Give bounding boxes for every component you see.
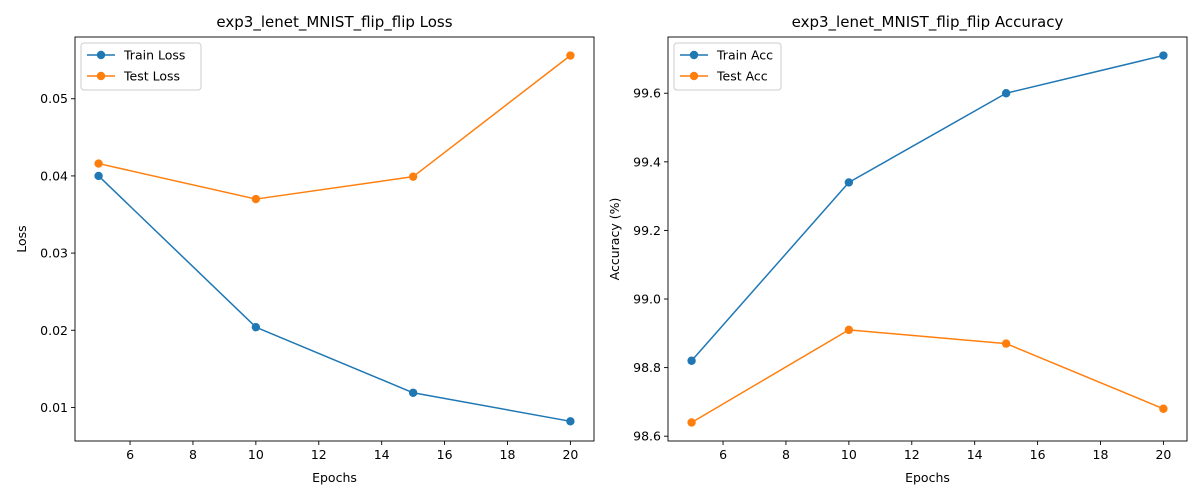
data-point	[94, 171, 103, 181]
series-2	[94, 51, 575, 204]
series-line	[98, 54, 571, 200]
data-point	[1001, 339, 1011, 348]
x-tick-label: 18	[1093, 447, 1109, 462]
legend-marker	[689, 71, 699, 81]
x-tick-label: 16	[437, 447, 453, 462]
x-tick-label: 16	[1030, 447, 1046, 462]
x-tick-label: 10	[841, 447, 857, 462]
chart-2: exp3_lenet_MNIST_flip_flip Accuracy 6 8 10 1…	[607, 13, 1188, 485]
y-tick-label: 98.6	[633, 429, 661, 444]
legend-marker	[689, 50, 699, 60]
x-tick-label: 8	[782, 447, 790, 462]
y-tick-label: 99.4	[633, 154, 661, 169]
x-tick-label: 12	[904, 447, 920, 462]
legend-label: Test Loss	[123, 69, 180, 84]
x-tick-label: 6	[126, 447, 134, 462]
data-point	[251, 322, 261, 332]
plot-frame	[667, 36, 1188, 442]
legend-label: Train Acc	[716, 48, 773, 63]
data-point	[408, 388, 418, 397]
data-point	[687, 418, 696, 427]
data-point	[1159, 51, 1168, 60]
y-tick-label: 0.02	[40, 323, 68, 338]
series-line	[691, 54, 1164, 362]
chart-1: exp3_lenet_MNIST_flip_flip Loss 6 8 10 12 14 1…	[14, 13, 595, 485]
x-tick-label: 18	[500, 447, 516, 462]
chart-title: exp3_lenet_MNIST_flip_flip Loss	[216, 13, 452, 32]
legend-marker	[96, 50, 106, 60]
x-tick-label: 6	[719, 447, 727, 462]
x-tick-label: 20	[562, 447, 578, 462]
data-point	[94, 159, 103, 168]
legend: Train Acc Test Acc	[673, 42, 782, 91]
plot-frame	[74, 36, 595, 442]
series-1	[94, 171, 575, 426]
legend-label: Test Acc	[716, 69, 768, 84]
y-axis-label: Accuracy (%)	[607, 198, 622, 281]
x-tick-label: 10	[248, 447, 264, 462]
y-tick-label: 0.04	[40, 168, 68, 183]
y-tick-label: 0.03	[40, 246, 68, 261]
series-1	[687, 51, 1168, 365]
x-tick-label: 14	[374, 447, 390, 462]
x-tick-label: 8	[189, 447, 197, 462]
data-point	[1159, 404, 1168, 413]
x-axis-label: Epochs	[312, 470, 357, 485]
y-tick-label: 0.05	[40, 91, 68, 106]
x-tick-label: 14	[967, 447, 983, 462]
legend-label: Train Loss	[123, 48, 185, 63]
series-2	[687, 325, 1168, 427]
y-tick-label: 99.6	[633, 86, 661, 101]
y-tick-label: 98.8	[633, 360, 661, 375]
y-tick-label: 99.0	[633, 292, 661, 307]
data-point	[251, 194, 261, 204]
legend: Train Loss Test Loss	[80, 42, 202, 91]
x-tick-label: 20	[1155, 447, 1171, 462]
x-axis-label: Epochs	[905, 470, 950, 485]
data-point	[844, 325, 854, 335]
data-point	[408, 172, 418, 181]
data-point	[1001, 89, 1011, 98]
data-point	[566, 417, 575, 426]
data-point	[566, 51, 575, 60]
legend-marker	[96, 71, 106, 81]
chart-title: exp3_lenet_MNIST_flip_flip Accuracy	[792, 13, 1064, 32]
series-line	[691, 329, 1164, 424]
data-point	[687, 356, 696, 365]
series-line	[98, 175, 571, 423]
y-tick-label: 0.01	[40, 400, 68, 415]
y-axis-label: Loss	[14, 225, 29, 252]
y-tick-label: 99.2	[633, 223, 661, 238]
data-point	[844, 178, 854, 187]
x-tick-label: 12	[311, 447, 327, 462]
